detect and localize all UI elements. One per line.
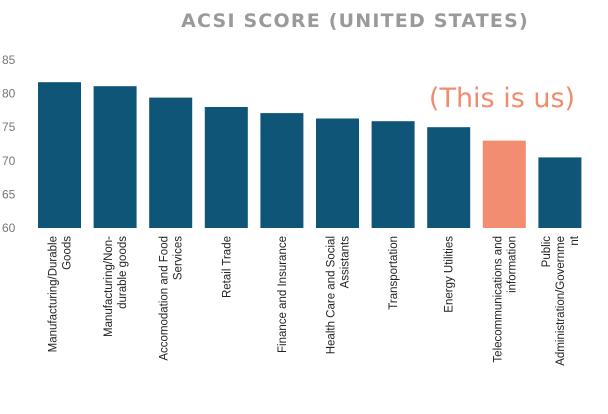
bar	[149, 97, 193, 228]
y-tick-label: 75	[2, 120, 16, 134]
category-label: Retail Trade	[221, 236, 233, 298]
bar-highlighted	[482, 140, 526, 228]
category-label: Energy Utilities	[444, 236, 456, 313]
category-label-line: information	[506, 236, 518, 293]
y-tick-label: 70	[2, 154, 16, 168]
category-label-line: Energy Utilities	[444, 236, 456, 313]
category-label-line: Manufacturing/Non-	[103, 236, 115, 337]
bar	[371, 121, 415, 228]
bar	[204, 107, 248, 228]
category-label-line: Telecommunications and	[492, 236, 504, 363]
category-label-line: Assistants	[340, 236, 352, 289]
chart-title: ACSI SCORE (UNITED STATES)	[181, 10, 529, 32]
category-label-line: Administration/Governme	[555, 236, 567, 366]
y-tick-label: 85	[2, 53, 16, 67]
category-label: Transportation	[388, 236, 400, 310]
bars-group	[38, 82, 582, 228]
bar	[260, 113, 304, 228]
category-label-line: Retail Trade	[221, 236, 233, 298]
category-label-line: Transportation	[388, 236, 400, 310]
category-label-line: Finance and Insurance	[277, 236, 289, 353]
bar	[38, 82, 81, 228]
category-label-line: Manufacturing/Durable	[48, 236, 60, 352]
category-label-line: Accomodation and Food	[159, 236, 171, 361]
category-label: Public Administration/Governme nt	[541, 235, 581, 366]
category-label-line: Goods	[62, 236, 74, 270]
bar	[316, 118, 359, 228]
category-label: Finance and Insurance	[277, 236, 289, 353]
category-label-line: nt	[569, 235, 581, 245]
annotation-this-is-us: (This is us)	[429, 83, 575, 114]
bar	[93, 86, 137, 228]
category-label-line: Services	[173, 236, 185, 280]
y-tick-label: 60	[2, 221, 16, 235]
y-axis: 60 65 70 75 80 85	[2, 53, 16, 235]
category-label-line: Health Care and Social	[326, 236, 338, 354]
category-label: Manufacturing/Durable Goods	[48, 236, 74, 353]
category-label: Health Care and Social Assistants	[326, 236, 352, 355]
category-label: Manufacturing/Non-durable goods	[103, 236, 129, 337]
y-tick-label: 65	[2, 187, 16, 201]
category-label: Accomodation and Food Services	[159, 236, 185, 361]
category-labels: Manufacturing/Durable Goods Manufacturing/…	[48, 235, 581, 366]
y-tick-label: 80	[2, 87, 16, 101]
category-label-line: Public	[541, 236, 553, 268]
bar	[538, 157, 582, 228]
category-label: Telecommunications and information	[492, 236, 518, 363]
bar	[427, 127, 471, 228]
category-label-line: durable goods	[117, 236, 129, 309]
